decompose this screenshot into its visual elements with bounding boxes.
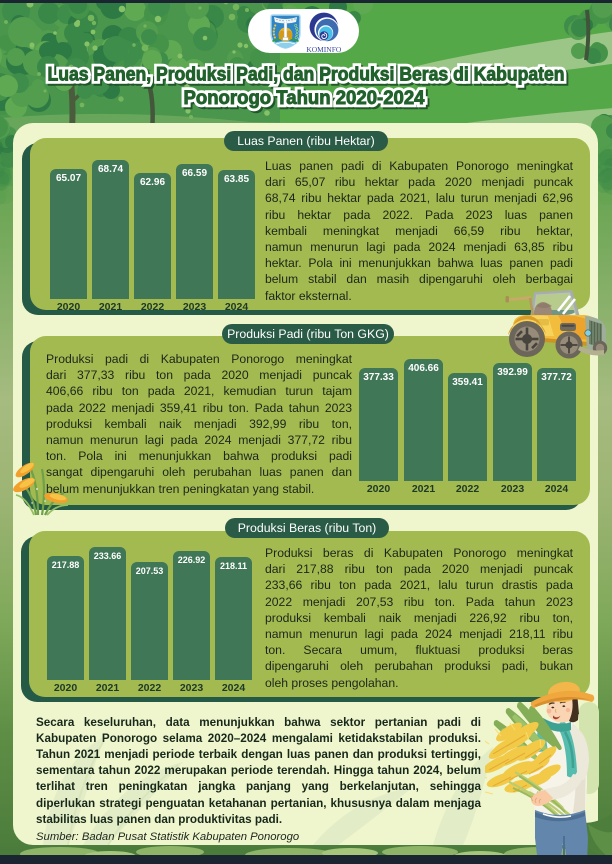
svg-text:Ponorogo Tahun 2020-2024: Ponorogo Tahun 2020-2024 (186, 90, 427, 111)
svg-text:Luas Panen, Produksi Padi, dan: Luas Panen, Produksi Padi, dan Produksi … (48, 64, 565, 85)
svg-text:Ponorogo Tahun 2020-2024: Ponorogo Tahun 2020-2024 (184, 88, 425, 109)
svg-text:Luas Panen, Produksi Padi, dan: Luas Panen, Produksi Padi, dan Produksi … (50, 66, 567, 87)
svg-text:Luas Panen, Produksi Padi, dan: Luas Panen, Produksi Padi, dan Produksi … (48, 64, 565, 85)
svg-text:Ponorogo Tahun 2020-2024: Ponorogo Tahun 2020-2024 (184, 88, 425, 109)
svg-text:KOMINFO: KOMINFO (306, 45, 342, 53)
